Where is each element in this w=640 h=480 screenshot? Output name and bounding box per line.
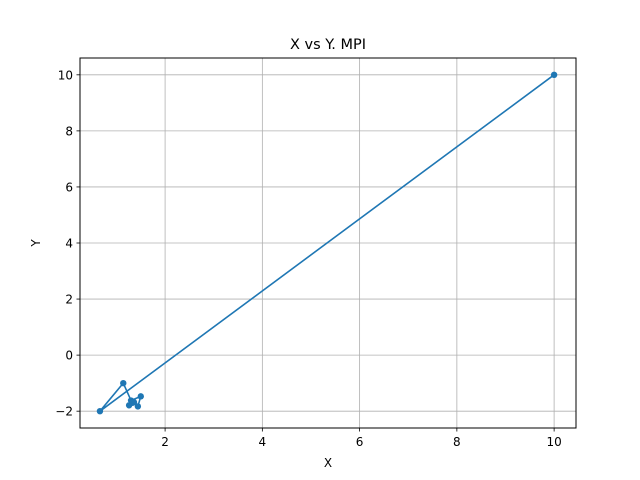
y-tick-label: 2 xyxy=(65,293,73,307)
x-tick-label: 10 xyxy=(546,435,561,449)
y-axis-label: Y xyxy=(29,239,43,248)
y-tick-label: 6 xyxy=(65,180,73,194)
x-tick-label: 4 xyxy=(259,435,267,449)
y-tick-label: 0 xyxy=(65,349,73,363)
y-tick-label: −2 xyxy=(55,405,73,419)
x-axis-label: X xyxy=(324,456,332,470)
y-tick-label: 8 xyxy=(65,124,73,138)
x-tick-label: 8 xyxy=(453,435,461,449)
data-point xyxy=(137,393,144,400)
series-layer xyxy=(96,71,558,415)
data-point xyxy=(96,407,104,415)
y-tick-label: 10 xyxy=(58,68,73,82)
data-point xyxy=(125,402,133,409)
chart-title: X vs Y. MPI xyxy=(290,37,366,53)
x-tick-label: 6 xyxy=(356,435,364,449)
data-point xyxy=(550,71,558,79)
axis-ticks: 2 4 6 8 10 −2 0 2 4 6 8 10 xyxy=(55,68,561,449)
data-point xyxy=(120,379,127,387)
y-tick-label: 4 xyxy=(65,237,73,251)
x-tick-label: 2 xyxy=(161,435,169,449)
data-point xyxy=(134,403,142,410)
